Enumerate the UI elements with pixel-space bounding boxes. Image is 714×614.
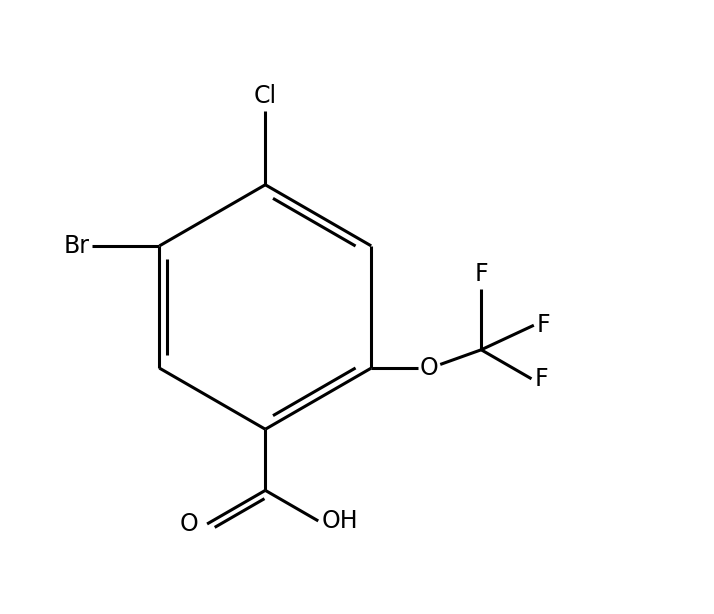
Text: Br: Br — [63, 234, 89, 258]
Text: OH: OH — [321, 509, 358, 533]
Text: F: F — [537, 313, 550, 337]
Text: F: F — [535, 367, 548, 391]
Text: F: F — [474, 262, 488, 286]
Text: O: O — [420, 356, 438, 380]
Text: O: O — [179, 512, 198, 536]
Text: Cl: Cl — [253, 84, 277, 108]
